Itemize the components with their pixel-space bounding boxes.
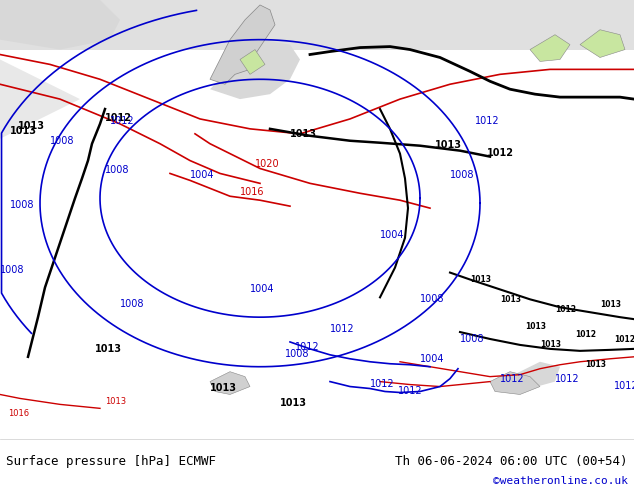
Polygon shape bbox=[210, 372, 250, 394]
Text: 1013: 1013 bbox=[525, 322, 546, 331]
Polygon shape bbox=[0, 0, 120, 49]
Text: 1004: 1004 bbox=[380, 230, 404, 240]
Text: 1008: 1008 bbox=[50, 136, 75, 146]
Text: 1012: 1012 bbox=[500, 373, 524, 384]
Polygon shape bbox=[210, 40, 300, 99]
Text: 1012: 1012 bbox=[105, 113, 132, 123]
Text: 1012: 1012 bbox=[370, 379, 394, 389]
Text: 1013: 1013 bbox=[290, 129, 317, 139]
Text: 1012: 1012 bbox=[330, 324, 354, 334]
Text: 1013: 1013 bbox=[435, 140, 462, 149]
Text: 1013: 1013 bbox=[18, 121, 45, 131]
Text: 1013: 1013 bbox=[585, 360, 606, 368]
Text: 1016: 1016 bbox=[8, 409, 29, 418]
Text: 1012: 1012 bbox=[487, 147, 514, 158]
Text: 1013: 1013 bbox=[10, 126, 37, 136]
Text: 1004: 1004 bbox=[250, 284, 275, 294]
Text: 1013: 1013 bbox=[470, 275, 491, 285]
Text: 1012: 1012 bbox=[614, 335, 634, 344]
Text: ©weatheronline.co.uk: ©weatheronline.co.uk bbox=[493, 476, 628, 486]
Text: 1013: 1013 bbox=[600, 300, 621, 309]
Text: 1013: 1013 bbox=[500, 295, 521, 304]
Text: 1004: 1004 bbox=[420, 354, 444, 364]
Text: 1013: 1013 bbox=[95, 344, 122, 354]
Text: 1012: 1012 bbox=[614, 381, 634, 391]
Text: 1013: 1013 bbox=[210, 384, 237, 393]
Text: Surface pressure [hPa] ECMWF: Surface pressure [hPa] ECMWF bbox=[6, 455, 216, 468]
Text: 1008: 1008 bbox=[10, 200, 34, 210]
Text: 1008: 1008 bbox=[420, 294, 444, 304]
Text: 1008: 1008 bbox=[460, 334, 484, 344]
Text: 1008: 1008 bbox=[0, 265, 25, 274]
Text: 1012: 1012 bbox=[555, 305, 576, 314]
Polygon shape bbox=[210, 5, 275, 84]
Text: 1004: 1004 bbox=[190, 171, 214, 180]
Text: 1012: 1012 bbox=[110, 116, 134, 126]
Text: 1012: 1012 bbox=[295, 342, 320, 352]
Text: 1008: 1008 bbox=[285, 349, 309, 359]
Text: 1012: 1012 bbox=[398, 387, 423, 396]
Polygon shape bbox=[0, 59, 80, 139]
Text: 1012: 1012 bbox=[575, 330, 596, 339]
Polygon shape bbox=[530, 35, 570, 61]
Text: 1013: 1013 bbox=[540, 340, 561, 349]
Text: 1012: 1012 bbox=[555, 373, 579, 384]
Polygon shape bbox=[490, 372, 540, 394]
Text: 1013: 1013 bbox=[280, 398, 307, 408]
Text: Th 06-06-2024 06:00 UTC (00+54): Th 06-06-2024 06:00 UTC (00+54) bbox=[395, 455, 628, 468]
Text: 1008: 1008 bbox=[105, 166, 129, 175]
Polygon shape bbox=[510, 362, 560, 389]
Text: 1008: 1008 bbox=[120, 299, 145, 309]
Polygon shape bbox=[240, 49, 265, 74]
Polygon shape bbox=[580, 30, 625, 57]
Text: 1012: 1012 bbox=[475, 116, 500, 126]
Text: 1008: 1008 bbox=[450, 171, 474, 180]
Text: 1013: 1013 bbox=[105, 397, 126, 406]
Text: 1020: 1020 bbox=[255, 158, 280, 169]
Polygon shape bbox=[0, 0, 634, 49]
Text: 1016: 1016 bbox=[240, 187, 264, 197]
